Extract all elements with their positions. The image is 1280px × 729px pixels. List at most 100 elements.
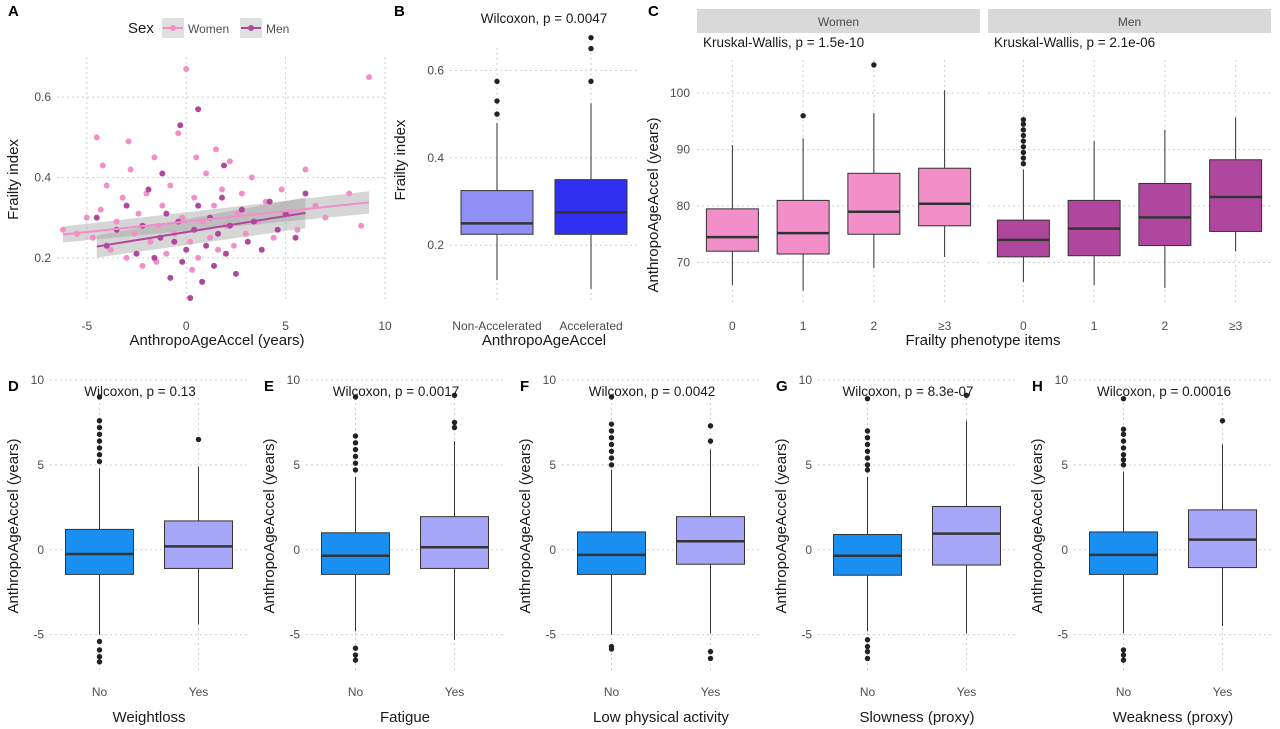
- test-annotation: Wilcoxon, p = 8.3e-07: [843, 384, 974, 399]
- y-tick-label: -5: [33, 628, 44, 642]
- legend-point: [248, 25, 254, 31]
- box-iqr: [420, 516, 489, 569]
- boxplot: [577, 394, 646, 652]
- scatter-point: [97, 206, 104, 213]
- outlier-point: [608, 421, 615, 427]
- outlier-point: [352, 446, 359, 453]
- scatter-point: [294, 226, 301, 233]
- scatter-point: [366, 74, 373, 81]
- outlier-point: [864, 467, 871, 473]
- outlier-point: [1120, 652, 1127, 658]
- boxplot: [918, 90, 972, 257]
- scatter-point: [99, 162, 106, 169]
- scatter-point: [133, 250, 140, 257]
- y-tick-label: 5: [549, 458, 556, 472]
- outlier-point: [1120, 395, 1127, 402]
- outlier-point: [608, 462, 615, 468]
- y-tick-label: 70: [677, 255, 691, 269]
- panel-e: E -5 0 5 10 AnthropoAgeAccel (years) No Yes Wilc…: [261, 373, 504, 726]
- outlier-point: [1020, 121, 1027, 127]
- outlier-point: [707, 423, 714, 429]
- x-tick-label: No: [860, 685, 876, 699]
- outlier-point: [864, 395, 871, 402]
- scatter-point: [179, 258, 186, 265]
- x-axis-title: AnthropoAgeAccel (years): [129, 332, 304, 349]
- outlier-point: [96, 438, 103, 444]
- y-tick-label: 90: [677, 143, 691, 157]
- box-iqr: [164, 520, 233, 569]
- scatter-point: [175, 130, 182, 137]
- y-tick-label: 0.6: [427, 63, 444, 77]
- y-tick-label: -5: [545, 628, 556, 642]
- scatter-point: [242, 230, 249, 237]
- scatter-point: [171, 238, 178, 245]
- scatter-point: [139, 262, 146, 269]
- outlier-point: [864, 441, 871, 448]
- boxplot: [164, 436, 233, 625]
- scatter-point: [93, 134, 100, 141]
- boxplot: [460, 78, 534, 281]
- scatter-point: [230, 242, 237, 249]
- outlier-point: [864, 655, 871, 662]
- y-tick-label: 0: [549, 543, 556, 557]
- scatter-point: [266, 198, 273, 205]
- scatter-point: [270, 234, 277, 241]
- legend-label: Men: [266, 22, 289, 36]
- boxplot: [420, 392, 489, 640]
- outlier-point: [352, 440, 359, 446]
- outlier-point: [707, 438, 714, 444]
- box-iqr: [321, 532, 390, 575]
- y-tick-label: -5: [801, 628, 812, 642]
- x-tick-label: 10: [378, 319, 392, 333]
- y-axis-title: Frailty index: [5, 139, 22, 220]
- test-annotation: Wilcoxon, p = 0.0017: [333, 384, 459, 399]
- boxplot: [554, 34, 628, 289]
- facet-strip: [697, 9, 980, 33]
- outlier-point: [352, 394, 359, 400]
- scatter-point: [163, 210, 170, 217]
- outlier-point: [1020, 138, 1027, 144]
- scatter-point: [189, 266, 196, 273]
- y-axis-title: AnthropoAgeAccel (years): [261, 438, 278, 613]
- scatter-point: [125, 138, 132, 145]
- scatter-point: [147, 238, 154, 245]
- boxplot: [676, 423, 745, 662]
- scatter-point: [203, 170, 210, 177]
- box-iqr: [1138, 182, 1192, 247]
- outlier-point: [864, 455, 871, 461]
- y-tick-label: 10: [287, 373, 301, 387]
- panel-letter: B: [394, 3, 405, 20]
- test-annotation: Wilcoxon, p = 0.13: [84, 384, 195, 399]
- confidence-band: [62, 191, 370, 243]
- test-annotation: Kruskal-Wallis, p = 2.1e-06: [994, 35, 1155, 50]
- scatter-point: [167, 182, 174, 189]
- outlier-point: [494, 111, 500, 117]
- scatter-point: [113, 218, 120, 225]
- box-iqr: [1089, 531, 1158, 575]
- scatter-point: [177, 122, 184, 129]
- scatter-point: [151, 154, 158, 161]
- outlier-point: [864, 648, 871, 655]
- x-axis-title: Low physical activity: [593, 709, 729, 726]
- y-tick-label: 5: [37, 458, 44, 472]
- scatter-point: [89, 234, 96, 241]
- x-axis-title: Fatigue: [380, 709, 430, 726]
- outlier-point: [451, 392, 458, 398]
- outlier-point: [963, 392, 970, 398]
- y-tick-label: 0.6: [34, 90, 51, 104]
- scatter-point: [187, 238, 194, 245]
- panel-g: G -5 0 5 10 AnthropoAgeAccel (years) No Yes Wilc…: [773, 373, 1016, 726]
- box-iqr: [554, 179, 628, 235]
- outlier-point: [352, 433, 359, 439]
- x-tick-label: Non-Accelerated: [452, 319, 541, 333]
- legend-point: [170, 25, 176, 31]
- outlier-point: [608, 394, 615, 400]
- y-tick-label: -5: [1057, 628, 1068, 642]
- outlier-point: [1120, 438, 1127, 444]
- boxplot: [1138, 129, 1192, 288]
- outlier-point: [864, 643, 871, 650]
- panel-h: H -5 0 5 10 AnthropoAgeAccel (years) No Yes Wilc…: [1029, 373, 1272, 726]
- y-tick-label: 10: [543, 373, 557, 387]
- legend-title: Sex: [128, 20, 154, 37]
